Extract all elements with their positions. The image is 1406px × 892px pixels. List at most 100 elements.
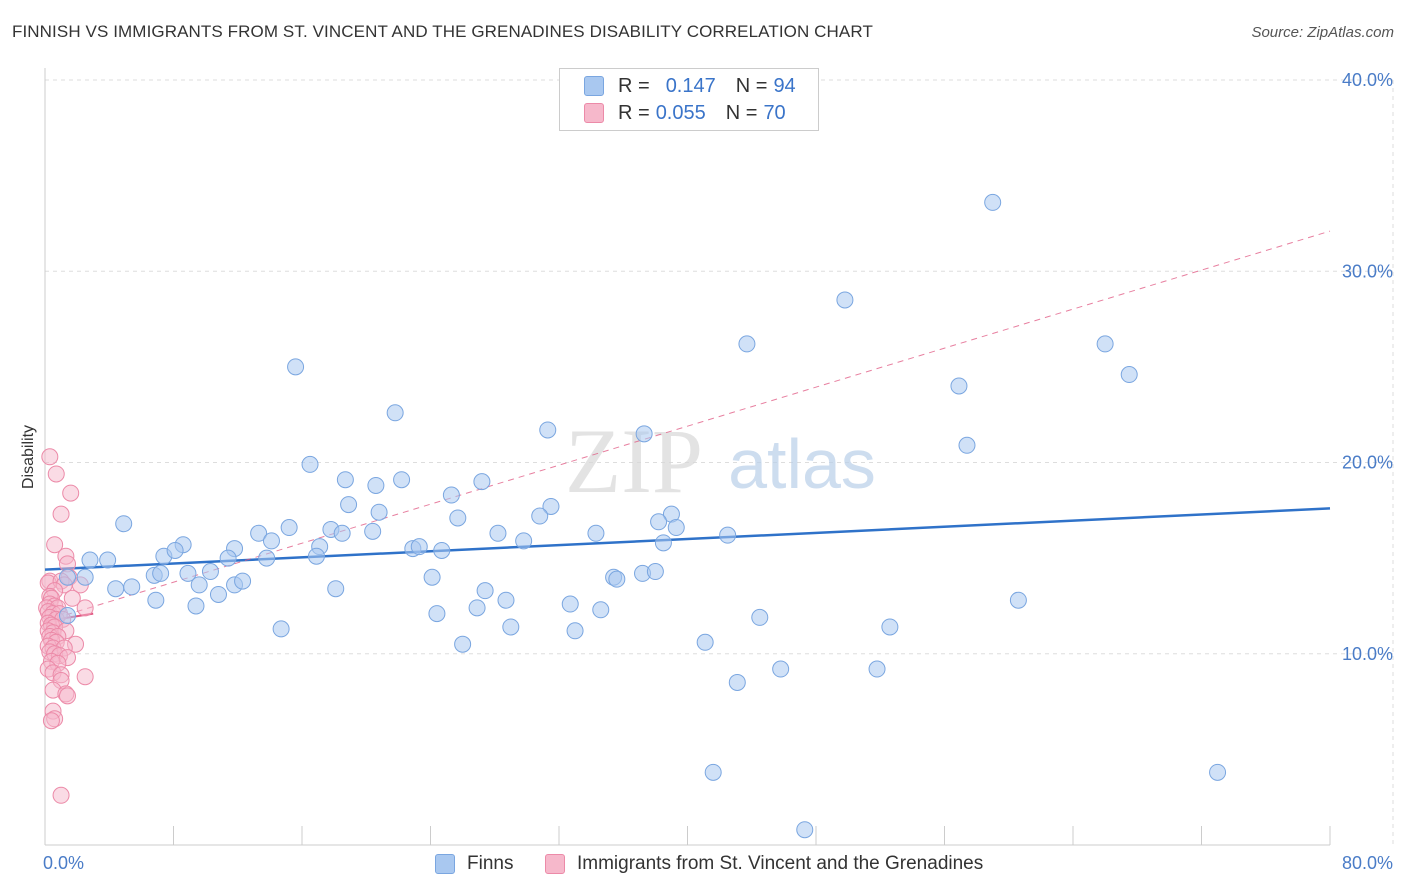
finns-point xyxy=(367,476,385,494)
finns-point xyxy=(327,580,345,598)
finns-point xyxy=(608,570,626,588)
finns-point xyxy=(728,673,746,691)
finns-point xyxy=(719,526,737,544)
finns-point xyxy=(796,821,814,839)
finns-point xyxy=(272,620,290,638)
finns-point xyxy=(473,473,491,491)
y-tick-label: 40.0% xyxy=(1342,70,1393,90)
bottom-legend-svg-immigrants: Immigrants from St. Vincent and the Gren… xyxy=(545,852,983,876)
finns-point xyxy=(147,591,165,609)
finns-point xyxy=(428,605,446,623)
legend-row-finns: R = 0.147 N = 94 xyxy=(584,73,796,99)
finns-point xyxy=(515,532,533,550)
svg-immigrants-point xyxy=(46,536,64,554)
finns-swatch xyxy=(584,76,604,96)
svg-immigrants-r-value: 0.055 xyxy=(655,101,706,124)
finns-point xyxy=(410,538,428,556)
finns-legend-swatch xyxy=(435,854,455,874)
finns-point xyxy=(187,597,205,615)
finns-point xyxy=(1009,591,1027,609)
finns-point xyxy=(868,660,886,678)
finns-point xyxy=(566,622,584,640)
watermark-atlas: atlas xyxy=(728,425,876,503)
finns-r-value: 0.147 xyxy=(665,74,716,97)
finns-point xyxy=(476,582,494,600)
finns-point xyxy=(336,471,354,489)
finns-point xyxy=(984,193,1002,211)
finns-point xyxy=(333,524,351,542)
finns-trendline xyxy=(44,507,1331,571)
finns-point xyxy=(704,763,722,781)
finns-point xyxy=(280,519,298,537)
finns-point xyxy=(123,578,141,596)
svg-immigrants-swatch xyxy=(584,103,604,123)
finns-point xyxy=(587,524,605,542)
finns-point xyxy=(592,601,610,619)
finns-point xyxy=(393,471,411,489)
series-finns-points xyxy=(58,193,1227,839)
finns-n-value: 94 xyxy=(773,74,796,97)
bottom-legend-finns: Finns xyxy=(435,852,513,876)
finns-point xyxy=(76,568,94,586)
x-tick-label-min: 0.0% xyxy=(43,853,84,873)
svg-immigrants-point xyxy=(52,505,70,523)
finns-point xyxy=(497,591,515,609)
finns-point xyxy=(1209,763,1227,781)
svg-immigrants-point xyxy=(62,484,80,502)
svg-immigrants-point xyxy=(47,465,65,483)
finns-legend-label: Finns xyxy=(467,853,514,874)
finns-point xyxy=(751,608,769,626)
finns-point xyxy=(454,635,472,653)
finns-point xyxy=(301,455,319,473)
x-tick-label-max: 80.0% xyxy=(1342,853,1393,873)
finns-point xyxy=(836,291,854,309)
y-tick-label: 30.0% xyxy=(1342,261,1393,281)
y-axis-label: Disability xyxy=(20,425,37,489)
svg-immigrants-trendline-dashed xyxy=(44,230,1331,622)
finns-point xyxy=(468,599,486,617)
source-label: Source: ZipAtlas.com xyxy=(1251,24,1394,41)
svg-immigrants-point xyxy=(76,668,94,686)
finns-point xyxy=(340,496,358,514)
finns-point xyxy=(58,607,76,624)
finns-point xyxy=(542,497,560,515)
svg-immigrants-n-value: 70 xyxy=(763,101,786,124)
svg-immigrants-n-label: N = xyxy=(725,101,758,124)
watermark-zip: ZIP xyxy=(565,410,703,512)
svg-immigrants-point xyxy=(76,599,94,617)
finns-point xyxy=(433,541,451,559)
svg-immigrants-r-label: R = xyxy=(618,101,650,124)
finns-point xyxy=(190,576,208,594)
finns-point xyxy=(370,503,388,521)
finns-point xyxy=(950,377,968,395)
finns-point xyxy=(1096,335,1114,353)
finns-point xyxy=(179,564,197,582)
finns-point xyxy=(696,633,714,651)
svg-immigrants-point xyxy=(63,589,81,607)
finns-point xyxy=(307,547,325,565)
series-svg-immigrants-points xyxy=(38,448,94,804)
svg-immigrants-point xyxy=(52,786,70,804)
finns-point xyxy=(561,595,579,613)
finns-point xyxy=(209,585,227,603)
svg-immigrants-point xyxy=(41,448,59,466)
finns-point xyxy=(667,519,685,537)
finns-point xyxy=(502,618,520,636)
finns-point xyxy=(81,551,99,569)
finns-point xyxy=(115,515,133,533)
finns-point xyxy=(1120,366,1138,384)
finns-point xyxy=(262,532,280,550)
finns-point xyxy=(219,549,237,567)
finns-point xyxy=(539,421,557,439)
finns-point xyxy=(287,358,305,376)
finns-point xyxy=(58,568,76,586)
finns-point xyxy=(423,568,441,586)
finns-point xyxy=(250,524,268,542)
svg-immigrants-legend-swatch xyxy=(545,854,565,874)
tick-labels: 10.0% 20.0% 30.0% 40.0% 0.0% 80.0% xyxy=(43,70,1393,873)
finns-point xyxy=(258,549,276,567)
finns-point xyxy=(364,522,382,540)
finns-n-label: N = xyxy=(735,74,768,97)
finns-point xyxy=(646,563,664,581)
